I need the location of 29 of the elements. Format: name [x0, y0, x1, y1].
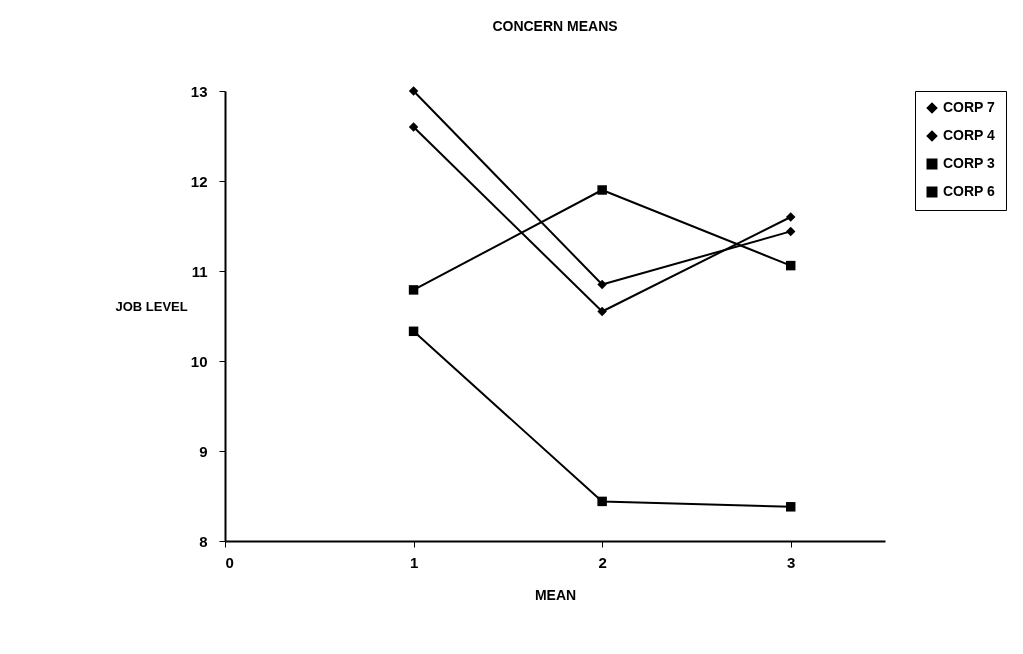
y-tick-label: 11 — [191, 262, 208, 280]
point — [597, 279, 607, 290]
x-tick-label: 1 — [409, 553, 419, 571]
y-tick-label: 9 — [199, 442, 208, 460]
x-tick-label: 2 — [598, 553, 607, 571]
point — [785, 502, 796, 512]
point — [408, 122, 419, 132]
y-tick-label: 8 — [199, 532, 208, 550]
y-tick-label: 12 — [190, 172, 208, 190]
legend-label: CORP 6 — [943, 183, 996, 199]
legend-label: CORP 3 — [943, 155, 996, 171]
legend-label: CORP 4 — [943, 127, 996, 143]
point — [597, 185, 607, 195]
chart-title: CONCERN MEANS — [492, 18, 618, 34]
point — [785, 226, 796, 237]
point — [597, 496, 607, 507]
point — [785, 212, 796, 222]
y-tick-label: 10 — [190, 352, 208, 370]
legend-label: CORP 7 — [943, 99, 996, 115]
x-tick-label: 0 — [225, 553, 234, 571]
y-axis-title: JOB LEVEL — [115, 298, 188, 314]
point — [597, 306, 607, 317]
y-tick-label: 13 — [190, 82, 208, 100]
point — [785, 260, 796, 271]
x-axis-title: MEAN — [534, 586, 577, 603]
point — [408, 86, 419, 96]
point — [408, 285, 419, 295]
x-tick-label: 3 — [787, 553, 796, 571]
point — [408, 326, 419, 337]
